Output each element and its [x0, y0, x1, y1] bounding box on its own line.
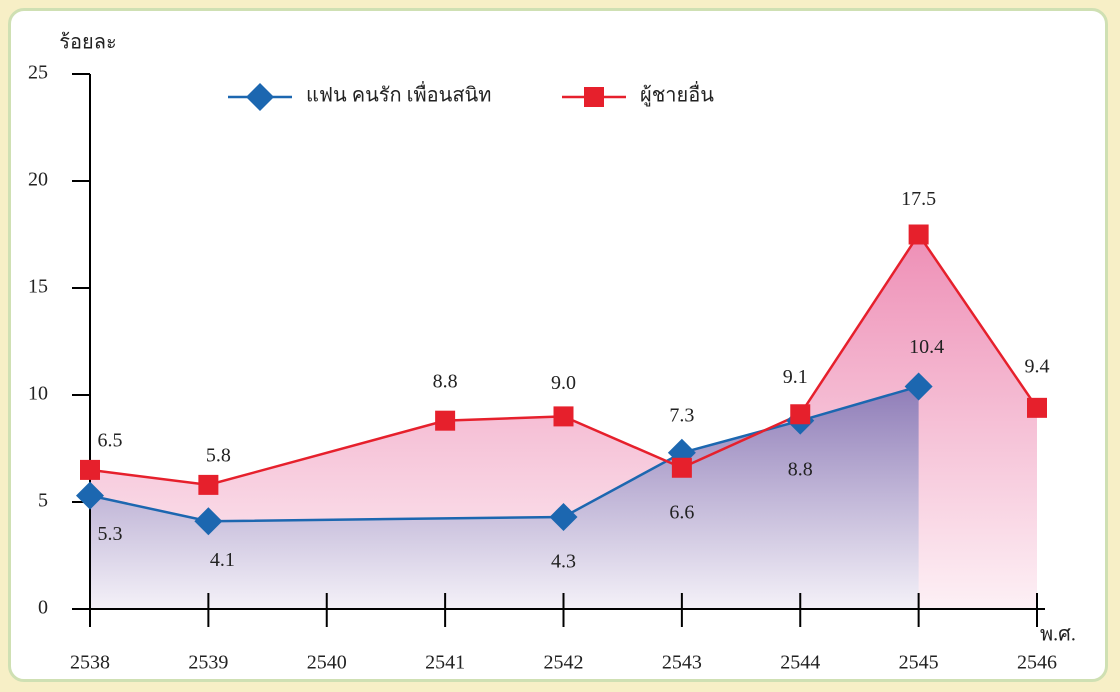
data-label: 4.1	[210, 549, 235, 571]
x-tick-label: 2544	[780, 652, 820, 674]
x-tick-label: 2540	[307, 652, 347, 674]
x-tick-label: 2541	[425, 652, 465, 674]
data-label: 6.6	[669, 501, 694, 523]
marker	[549, 502, 578, 531]
marker	[790, 404, 811, 425]
marker	[80, 459, 100, 480]
data-label: 6.5	[98, 429, 123, 451]
marker	[671, 457, 692, 478]
x-tick-label: 2542	[544, 652, 584, 674]
y-tick-label: 20	[28, 169, 48, 191]
x-axis-label: พ.ศ.	[1040, 624, 1076, 646]
marker	[435, 410, 456, 431]
x-tick-label: 2539	[188, 652, 228, 674]
y-tick-label: 25	[28, 62, 48, 84]
data-label: 8.8	[788, 458, 813, 480]
line	[89, 232, 1039, 487]
area	[90, 386, 919, 609]
data-label: 9.4	[1025, 355, 1050, 377]
legend-marker	[584, 87, 604, 107]
legend-label: แฟน คนรัก เพื่อนสนิท	[306, 81, 491, 107]
x-tick-label: 2538	[70, 652, 110, 674]
x-tick-label: 2543	[662, 652, 702, 674]
marker	[194, 507, 223, 536]
data-label: 5.3	[98, 523, 123, 545]
data-label: 10.4	[909, 336, 944, 358]
marker	[76, 481, 104, 510]
y-tick-label: 10	[28, 383, 48, 405]
data-label: 8.8	[433, 370, 458, 392]
marker	[198, 474, 219, 495]
x-tick-label: 2546	[1017, 652, 1057, 674]
marker	[908, 224, 929, 245]
y-tick-label: 5	[38, 490, 48, 512]
marker	[904, 372, 933, 401]
marker	[1027, 397, 1047, 418]
data-label: 9.1	[783, 366, 808, 388]
data-label: 9.0	[551, 372, 576, 394]
y-tick-label: 15	[28, 276, 48, 298]
data-label: 17.5	[901, 188, 936, 210]
data-label: 7.3	[669, 404, 694, 426]
x-tick-label: 2545	[899, 652, 939, 674]
marker	[553, 406, 574, 427]
legend-marker	[246, 83, 274, 111]
data-label: 5.8	[206, 444, 231, 466]
data-label: 4.3	[551, 551, 576, 573]
line	[89, 385, 919, 523]
y-axis-label: ร้อยละ	[59, 32, 116, 54]
legend-label: ผู้ชายอื่น	[640, 81, 714, 108]
y-tick-label: 0	[38, 597, 48, 619]
